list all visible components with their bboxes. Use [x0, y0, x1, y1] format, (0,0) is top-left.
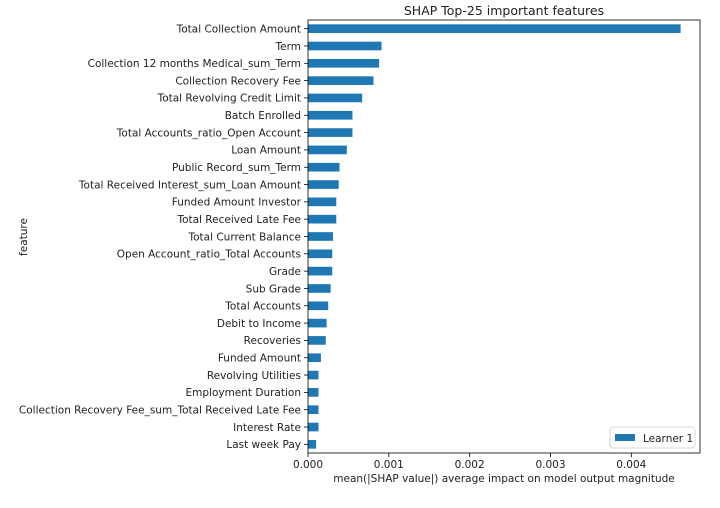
- bar-funded-amount: [308, 353, 321, 363]
- legend-swatch: [615, 434, 635, 441]
- bar-grade: [308, 266, 333, 276]
- y-tick-label: Open Account_ratio_Total Accounts: [117, 249, 301, 261]
- bar-funded-amount-investor: [308, 197, 337, 207]
- bar-interest-rate: [308, 422, 319, 432]
- y-tick-label: Funded Amount Investor: [172, 197, 302, 209]
- y-tick-label: Total Current Balance: [187, 231, 301, 243]
- y-tick-label: Sub Grade: [246, 283, 301, 295]
- y-tick-label: Total Received Late Fee: [176, 214, 301, 226]
- y-tick-label: Total Collection Amount: [176, 23, 301, 35]
- y-tick-label: Loan Amount: [231, 145, 301, 157]
- y-tick-label: Total Accounts_ratio_Open Account: [116, 127, 301, 139]
- bar-collection-recovery-fee-sum-total-received-late-fee: [308, 405, 319, 415]
- bar-total-accounts-ratio-open-account: [308, 128, 353, 137]
- bar-collection-12-months-medical-sum-term: [308, 58, 380, 68]
- y-ticks-layer: Total Collection Amount Term Collection 12…: [19, 23, 308, 451]
- bar-sub-grade: [308, 284, 331, 293]
- y-tick-label: Funded Amount: [218, 353, 301, 365]
- y-tick-label: Total Received Interest_sum_Loan Amount: [78, 179, 301, 191]
- y-tick-label: Last week Pay: [226, 439, 301, 451]
- x-ticks-layer: 0.000 0.001 0.002 0.003 0.004: [293, 453, 647, 471]
- bar-debit-to-income: [308, 318, 327, 328]
- legend-box: [609, 426, 696, 449]
- y-tick-label: Collection Recovery Fee_sum_Total Receiv…: [19, 405, 301, 417]
- y-tick-label: Recoveries: [244, 335, 301, 347]
- y-tick-label: Grade: [269, 266, 301, 278]
- bar-total-received-late-fee: [308, 214, 337, 224]
- legend-entry-learner-1: Learner 1: [643, 433, 693, 445]
- bar-loan-amount: [308, 145, 347, 155]
- y-tick-label: Term: [275, 41, 301, 53]
- x-tick-label: 0.000: [293, 459, 323, 471]
- bar-total-current-balance: [308, 232, 334, 241]
- x-tick-label: 0.001: [374, 459, 404, 471]
- bar-total-revolving-credit-limit: [308, 93, 363, 103]
- bar-total-accounts: [308, 301, 329, 311]
- bar-collection-recovery-fee: [308, 76, 374, 85]
- x-axis-label: mean(|SHAP value|) average impact on mod…: [333, 473, 675, 485]
- bar-term: [308, 41, 382, 51]
- x-tick-label: 0.004: [616, 459, 646, 471]
- bars-layer: [308, 24, 681, 449]
- bar-public-record-sum-term: [308, 162, 340, 172]
- x-tick-label: 0.002: [455, 459, 485, 471]
- bar-open-account-ratio-total-accounts: [308, 249, 333, 259]
- bar-revolving-utilities: [308, 370, 319, 380]
- y-tick-label: Batch Enrolled: [225, 110, 301, 122]
- chart-title: SHAP Top-25 important features: [404, 3, 604, 18]
- bar-last-week-pay: [308, 440, 317, 449]
- bar-total-received-interest-sum-loan-amount: [308, 180, 339, 189]
- y-tick-label: Interest Rate: [233, 422, 301, 434]
- bar-recoveries: [308, 336, 326, 345]
- y-axis-label: feature: [18, 218, 30, 256]
- y-tick-label: Employment Duration: [186, 387, 302, 399]
- y-tick-label: Debit to Income: [217, 318, 301, 330]
- y-tick-label: Total Revolving Credit Limit: [157, 93, 301, 105]
- bar-employment-duration: [308, 388, 319, 397]
- bar-batch-enrolled: [308, 110, 353, 120]
- x-tick-label: 0.003: [535, 459, 565, 471]
- y-tick-label: Public Record_sum_Term: [172, 162, 301, 174]
- y-tick-label: Total Accounts: [224, 301, 301, 313]
- y-tick-label: Revolving Utilities: [207, 370, 301, 382]
- bar-total-collection-amount: [308, 24, 681, 33]
- legend: Learner 1: [609, 426, 696, 449]
- y-tick-label: Collection Recovery Fee: [175, 75, 301, 87]
- y-tick-label: Collection 12 months Medical_sum_Term: [88, 58, 301, 70]
